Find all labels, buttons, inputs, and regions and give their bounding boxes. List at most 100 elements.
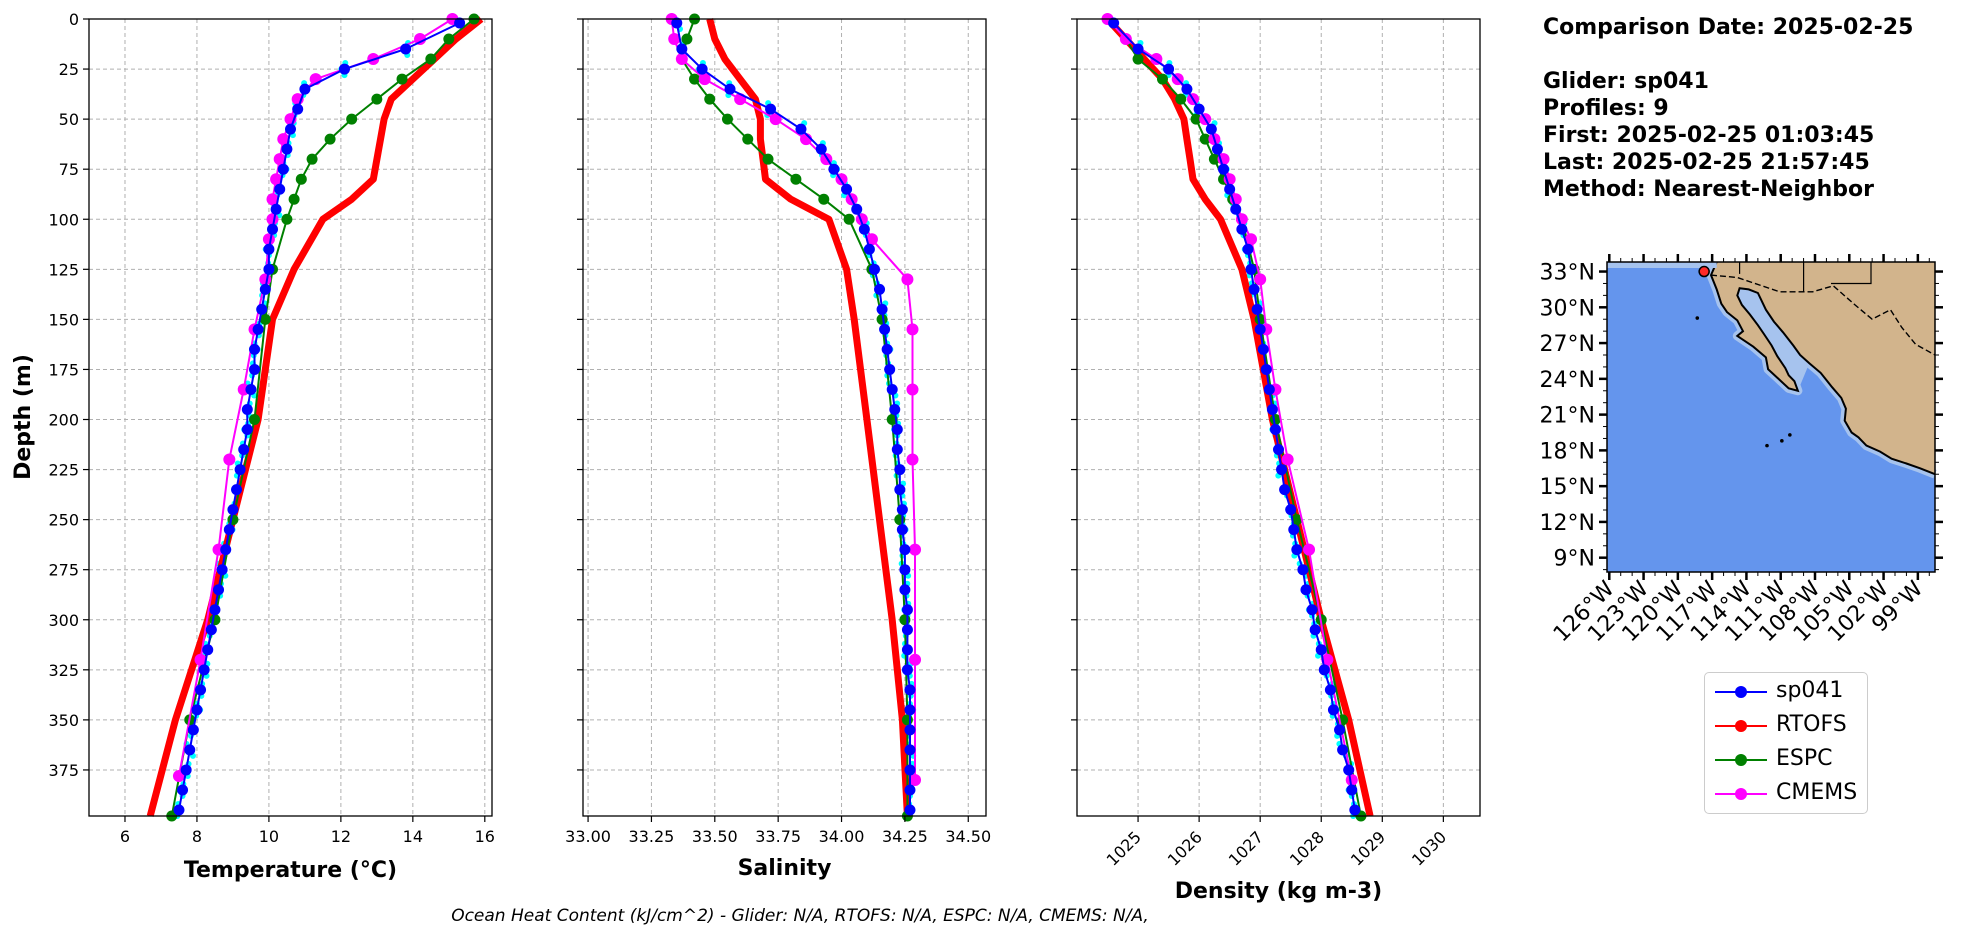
point-sp041: [454, 17, 466, 29]
point-sp041: [238, 444, 250, 456]
series-line-espc: [170, 18, 475, 817]
point-cmems: [901, 273, 914, 286]
point-sp041: [671, 17, 683, 29]
point-cmems: [909, 773, 922, 786]
point-sp041: [904, 804, 916, 816]
point-sp041: [1193, 103, 1205, 115]
y-axis-label: Depth (m): [11, 354, 36, 480]
point-sp041: [263, 263, 275, 275]
point-sp041: [1318, 664, 1330, 676]
point-espc: [396, 73, 408, 85]
y-tick-label: 275: [48, 561, 79, 580]
point-sp041: [1346, 784, 1358, 796]
point-sp041: [696, 63, 708, 75]
ocean-heat-content-note: Ocean Heat Content (kJ/cm^2) - Glider: N…: [451, 906, 1149, 926]
point-espc: [742, 133, 754, 145]
point-sp041: [874, 283, 886, 295]
point-sp041: [249, 343, 261, 355]
point-sp041: [896, 524, 908, 536]
point-sp041: [223, 524, 235, 536]
point-sp041: [1291, 544, 1303, 556]
coastline: [1709, 261, 1936, 476]
point-sp041: [1205, 123, 1217, 135]
y-tick-label: 200: [48, 411, 79, 430]
x-tick-label: 6: [120, 827, 130, 846]
point-sp041: [815, 143, 827, 155]
y-tick-label: 225: [48, 461, 79, 480]
lat-label: 21°N: [1540, 404, 1595, 429]
point-espc: [259, 313, 271, 325]
lat-label: 18°N: [1540, 439, 1595, 464]
location-map: 33°N30°N27°N24°N21°N18°N15°N12°N9°N126°W…: [1540, 254, 1943, 647]
point-sp041: [198, 664, 210, 676]
point-cmems: [1245, 233, 1258, 246]
point-sp041: [209, 604, 221, 616]
point-cmems: [270, 173, 283, 186]
point-sp041: [277, 163, 289, 175]
point-sp041: [899, 564, 911, 576]
point-sp041: [292, 103, 304, 115]
point-espc: [249, 414, 261, 426]
point-sp041: [1257, 343, 1269, 355]
point-sp041: [299, 83, 311, 95]
point-cmems: [906, 453, 919, 466]
point-sp041: [901, 664, 913, 676]
legend-marker: [1735, 720, 1747, 732]
point-sp041: [216, 564, 228, 576]
legend-item-sp041: sp041: [1705, 675, 1867, 709]
y-tick-label: 0: [69, 10, 79, 29]
x-tick-label: 8: [192, 827, 202, 846]
axes-frame: [582, 18, 987, 817]
point-sp041: [851, 203, 863, 215]
point-sp041: [899, 544, 911, 556]
point-sp041: [904, 704, 916, 716]
point-cmems: [906, 383, 919, 396]
legend-marker: [1735, 788, 1747, 800]
point-sp041: [904, 784, 916, 796]
y-tick-label: 125: [48, 260, 79, 279]
y-tick-label: 325: [48, 661, 79, 680]
x-tick-label: 10: [259, 827, 279, 846]
point-sp041: [896, 504, 908, 516]
series-line-espc: [680, 18, 909, 816]
point-espc: [681, 33, 693, 45]
point-sp041: [899, 584, 911, 596]
point-espc: [876, 313, 888, 325]
point-sp041: [1251, 303, 1263, 315]
y-tick-label: 350: [48, 711, 79, 730]
map-frame: [1606, 261, 1936, 573]
point-sp041: [765, 103, 777, 115]
point-sp041: [205, 624, 217, 636]
point-cmems: [273, 153, 286, 166]
point-sp041: [256, 303, 268, 315]
legend-label: ESPC: [1776, 746, 1833, 771]
point-cmems: [262, 233, 275, 246]
point-sp041: [1300, 584, 1312, 596]
point-espc: [1132, 53, 1144, 65]
legend: sp041 RTOFS ESPC CMEMS: [1704, 672, 1868, 814]
lat-label: 33°N: [1540, 261, 1595, 286]
point-sp041: [1263, 383, 1275, 395]
x-axis-label: Density (kg m-3): [1175, 879, 1383, 904]
series-line-espc: [1106, 18, 1362, 817]
point-espc: [324, 133, 336, 145]
point-espc: [762, 153, 774, 165]
x-tick-label: 1025: [1103, 827, 1145, 869]
point-sp041: [1309, 624, 1321, 636]
first-time: First: 2025-02-25 01:03:45: [1543, 123, 1875, 148]
point-espc: [371, 93, 383, 105]
point-espc: [443, 33, 455, 45]
island: [1765, 443, 1769, 448]
point-cmems: [906, 323, 919, 336]
point-espc: [1199, 133, 1211, 145]
point-cmems: [1321, 653, 1334, 666]
point-sp041: [904, 724, 916, 736]
point-sp041: [676, 43, 688, 55]
point-sp041: [858, 223, 870, 235]
point-sp041: [184, 744, 196, 756]
point-sp041: [1279, 484, 1291, 496]
y-tick-label: 50: [59, 110, 79, 129]
point-sp041: [213, 584, 225, 596]
legend-marker: [1735, 686, 1747, 698]
x-tick-label: 33.25: [629, 827, 675, 846]
